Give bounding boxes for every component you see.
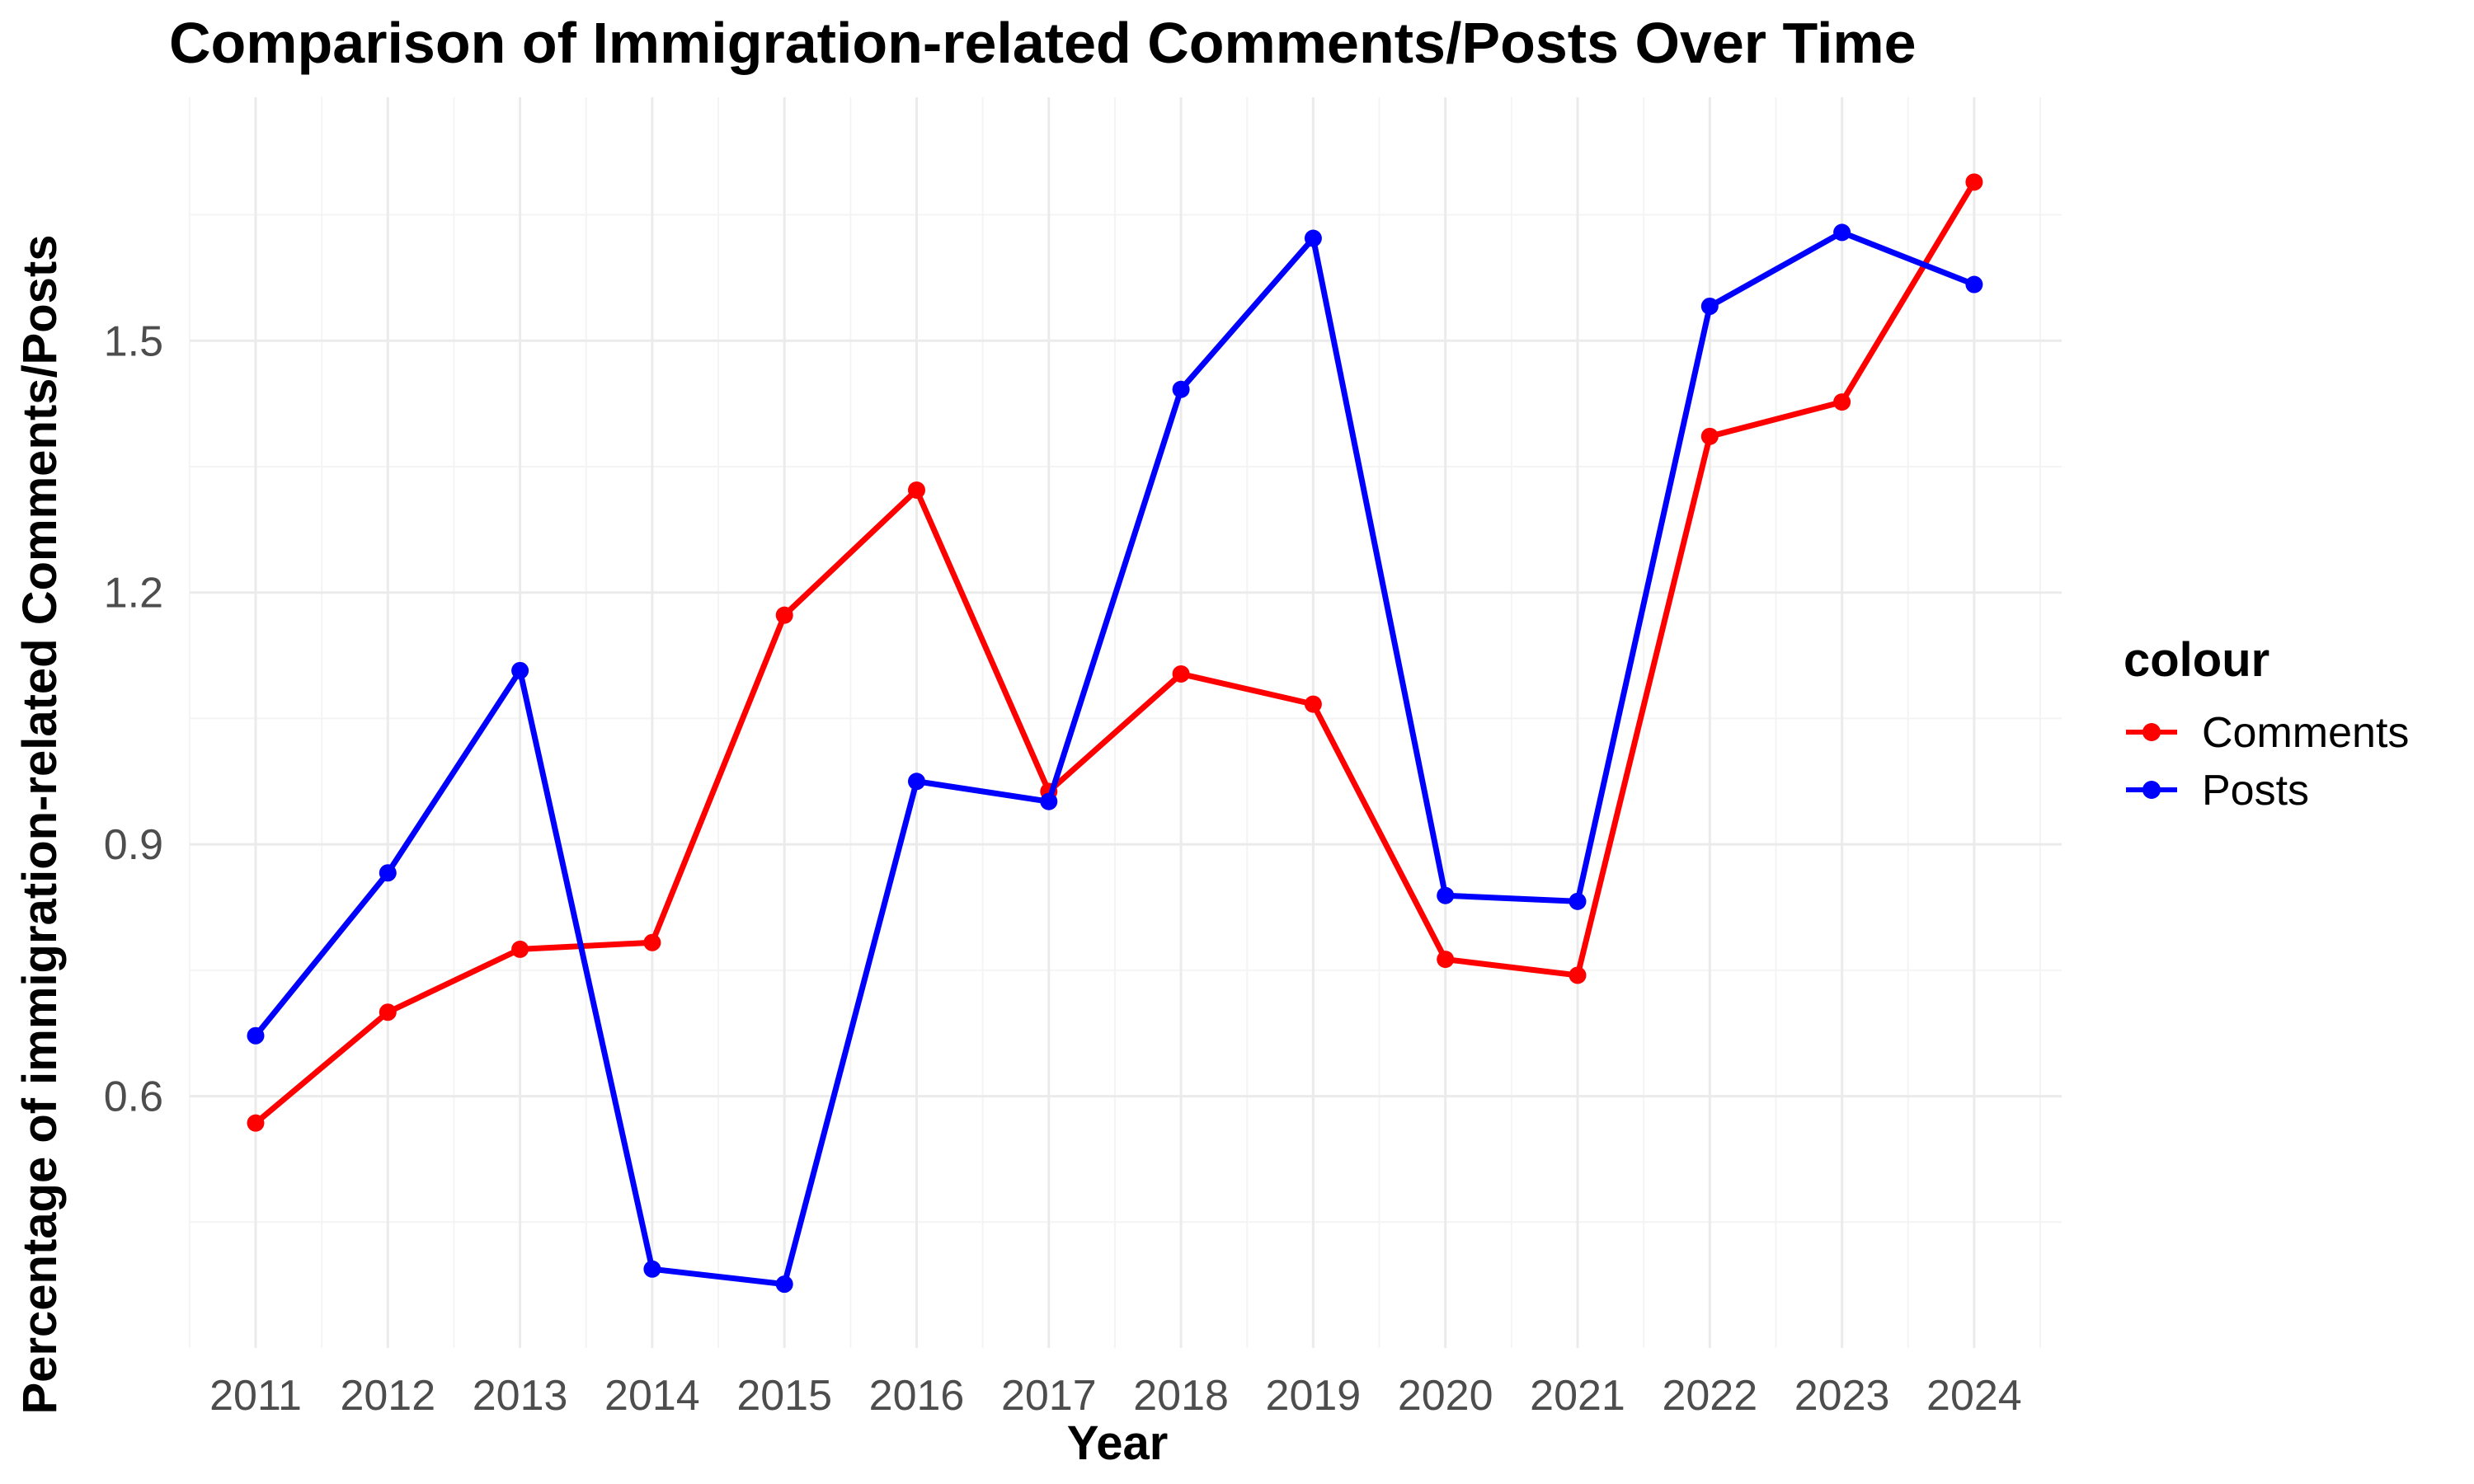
data-point-posts	[379, 864, 397, 882]
y-tick-label: 1.2	[104, 570, 163, 618]
minor-gridlines	[188, 97, 2062, 1348]
data-point-comments	[1437, 951, 1455, 969]
major-gridlines	[190, 97, 2062, 1348]
data-point-comments	[1833, 393, 1851, 411]
legend-marker-comments	[2142, 723, 2161, 741]
data-point-posts	[643, 1260, 661, 1278]
data-point-posts	[1833, 223, 1851, 242]
data-point-posts	[511, 661, 529, 679]
data-point-posts	[1700, 298, 1719, 316]
x-tick-label: 2023	[1794, 1372, 1890, 1420]
data-point-posts	[1304, 229, 1322, 247]
x-tick-label: 2022	[1662, 1372, 1757, 1420]
data-point-comments	[1700, 427, 1719, 445]
data-point-comments	[1965, 173, 1983, 191]
x-tick-label: 2019	[1266, 1372, 1362, 1420]
data-point-posts	[775, 1275, 793, 1294]
x-tick-label: 2021	[1530, 1372, 1625, 1420]
x-tick-label: 2014	[604, 1372, 700, 1420]
data-point-comments	[1569, 966, 1587, 984]
data-point-comments	[511, 940, 529, 958]
x-axis-ticks: 2011 2012 2013 2014 2015 2016 2017 2018 2019 2020…	[209, 1372, 2022, 1420]
data-point-comments	[908, 481, 925, 499]
data-point-comments	[379, 1003, 397, 1021]
data-point-posts	[1569, 892, 1587, 910]
series-line-posts	[252, 229, 1978, 1288]
legend-label-posts: Posts	[2202, 767, 2309, 815]
series-line-comments	[252, 179, 1978, 1126]
data-point-posts	[1437, 886, 1455, 904]
x-tick-label: 2018	[1133, 1372, 1229, 1420]
data-point-posts	[247, 1026, 265, 1045]
x-tick-label: 2020	[1398, 1372, 1493, 1420]
legend-item-comments: Comments	[2126, 709, 2409, 757]
data-point-posts	[1040, 792, 1058, 810]
data-point-comments	[1172, 665, 1190, 683]
legend-marker-posts	[2142, 781, 2161, 799]
y-axis-title: Percentage of immigration-related Commen…	[13, 235, 67, 1415]
data-point-comments	[775, 606, 793, 624]
chart-title: Comparison of Immigration-related Commen…	[169, 11, 1917, 75]
x-tick-label: 2017	[1001, 1372, 1097, 1420]
x-tick-label: 2016	[869, 1372, 965, 1420]
series-layer	[247, 173, 1983, 1294]
y-tick-label: 0.9	[104, 821, 163, 869]
data-point-posts	[1965, 275, 1983, 294]
legend-item-posts: Posts	[2126, 767, 2309, 815]
data-point-comments	[247, 1114, 265, 1132]
data-point-posts	[908, 773, 925, 791]
x-tick-label: 2013	[473, 1372, 568, 1420]
legend: colour Comments Posts	[2124, 633, 2409, 815]
x-tick-label: 2015	[736, 1372, 832, 1420]
data-point-posts	[1172, 380, 1190, 398]
x-tick-label: 2024	[1926, 1372, 2022, 1420]
data-point-comments	[1304, 695, 1322, 713]
data-point-comments	[643, 933, 661, 951]
legend-label-comments: Comments	[2202, 709, 2409, 757]
y-tick-label: 0.6	[104, 1073, 163, 1121]
y-axis-ticks: 0.6 0.9 1.2 1.5	[104, 317, 163, 1120]
x-axis-title: Year	[1067, 1416, 1169, 1470]
y-tick-label: 1.5	[104, 317, 163, 365]
legend-title: colour	[2124, 633, 2269, 687]
x-tick-label: 2012	[340, 1372, 435, 1420]
x-tick-label: 2011	[209, 1372, 302, 1420]
